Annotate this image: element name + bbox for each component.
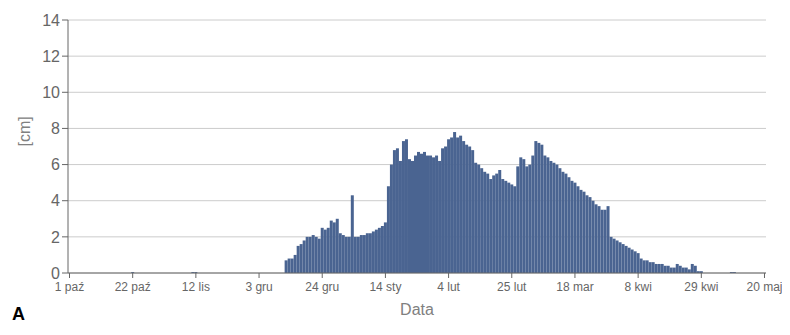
svg-text:3 gru: 3 gru — [245, 280, 272, 294]
svg-text:25 lut: 25 lut — [497, 280, 527, 294]
svg-text:4 lut: 4 lut — [437, 280, 460, 294]
svg-text:22 paź: 22 paź — [115, 280, 151, 294]
svg-text:14: 14 — [42, 12, 60, 29]
svg-text:8: 8 — [51, 120, 60, 137]
svg-text:14 sty: 14 sty — [369, 280, 401, 294]
svg-text:8 kwi: 8 kwi — [624, 280, 651, 294]
svg-text:1 paź: 1 paź — [55, 280, 84, 294]
svg-text:10: 10 — [42, 84, 60, 101]
svg-text:2: 2 — [51, 229, 60, 246]
svg-text:12: 12 — [42, 48, 60, 65]
svg-text:20 maj: 20 maj — [746, 280, 782, 294]
svg-text:[cm]: [cm] — [16, 116, 33, 146]
html-text:A: A — [12, 304, 25, 324]
svg-text:12 lis: 12 lis — [182, 280, 210, 294]
svg-text:6: 6 — [51, 156, 60, 173]
svg-text:18 mar: 18 mar — [556, 280, 593, 294]
svg-text:0: 0 — [51, 265, 60, 282]
svg-text:29 kwi: 29 kwi — [684, 280, 718, 294]
svg-text:4: 4 — [51, 192, 60, 209]
svg-text:24 gru: 24 gru — [305, 280, 339, 294]
svg-text:Data: Data — [400, 301, 434, 318]
